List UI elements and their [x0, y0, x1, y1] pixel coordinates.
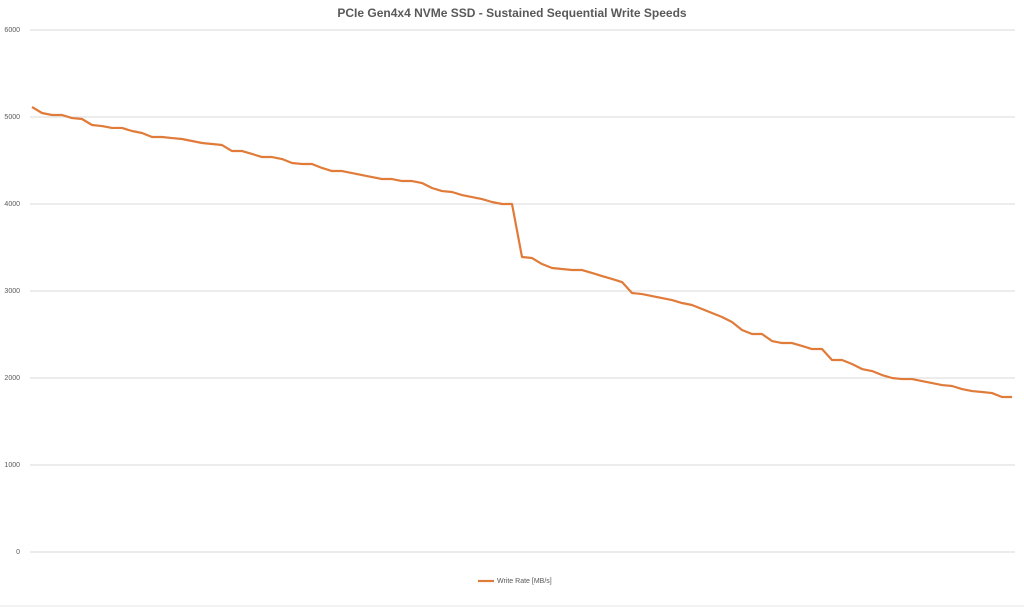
legend-label: Write Rate [MB/s] [497, 578, 552, 585]
y-tick-label: 2000 [4, 375, 20, 382]
data-line [31, 106, 1012, 399]
y-tick-label: 5000 [4, 114, 20, 121]
y-tick-label: 6000 [4, 27, 20, 34]
y-tick-label: 1000 [4, 462, 20, 469]
y-tick-label: 4000 [4, 201, 20, 208]
chart-title: PCIe Gen4x4 NVMe SSD - Sustained Sequent… [337, 6, 687, 20]
y-tick-label: 0 [16, 549, 20, 556]
y-tick-label: 3000 [4, 288, 20, 295]
